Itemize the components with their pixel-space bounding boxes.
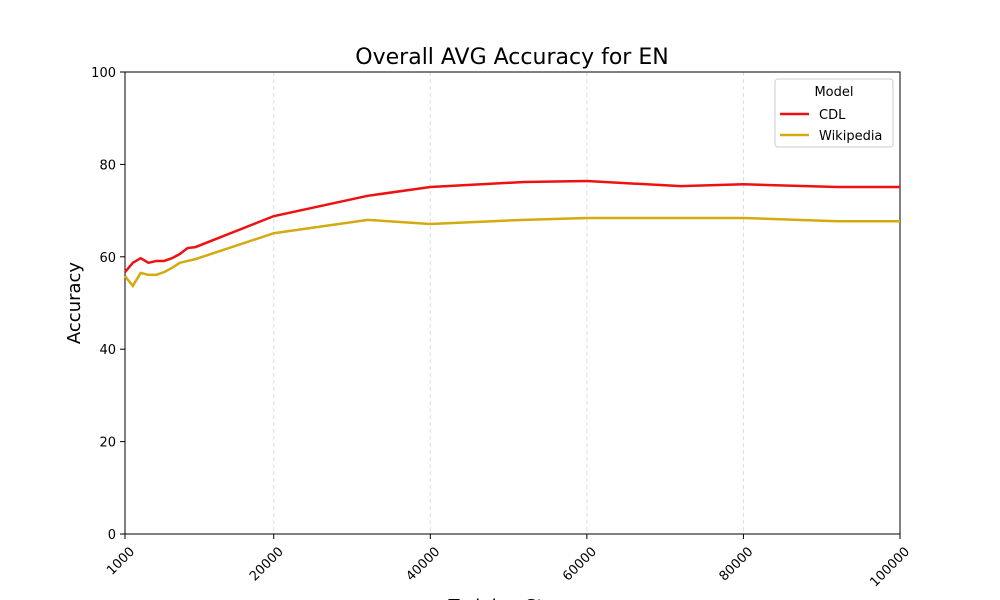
x-tick-label: 80000 (717, 544, 757, 584)
x-axis-label: Training Steps (447, 596, 575, 600)
y-axis-label: Accuracy (64, 262, 85, 345)
y-tick-label: 100 (91, 66, 116, 81)
legend-title: Model (814, 85, 853, 100)
y-tick-label: 80 (99, 158, 116, 173)
line (124, 216, 900, 289)
y-tick-label: 0 (108, 528, 116, 543)
legend-box (774, 78, 894, 148)
plot-frame (124, 71, 901, 535)
x-tick-label: 40000 (403, 544, 443, 584)
y-tick-label: 60 (99, 251, 116, 266)
x-tick-label: 1000 (104, 544, 138, 578)
legend: Model CDL Wikipedia (774, 78, 894, 148)
x-tick-label: 20000 (247, 544, 287, 584)
x-tick-label: 100000 (867, 544, 913, 590)
y-tick-label: 40 (99, 343, 116, 358)
y-tick-label: 20 (99, 436, 116, 451)
x-tick-label: 60000 (560, 544, 600, 584)
legend-label: Wikipedia (819, 129, 882, 144)
legend-label: CDL (819, 108, 846, 123)
line (124, 179, 900, 273)
chart-title: Overall AVG Accuracy for EN (355, 45, 668, 70)
